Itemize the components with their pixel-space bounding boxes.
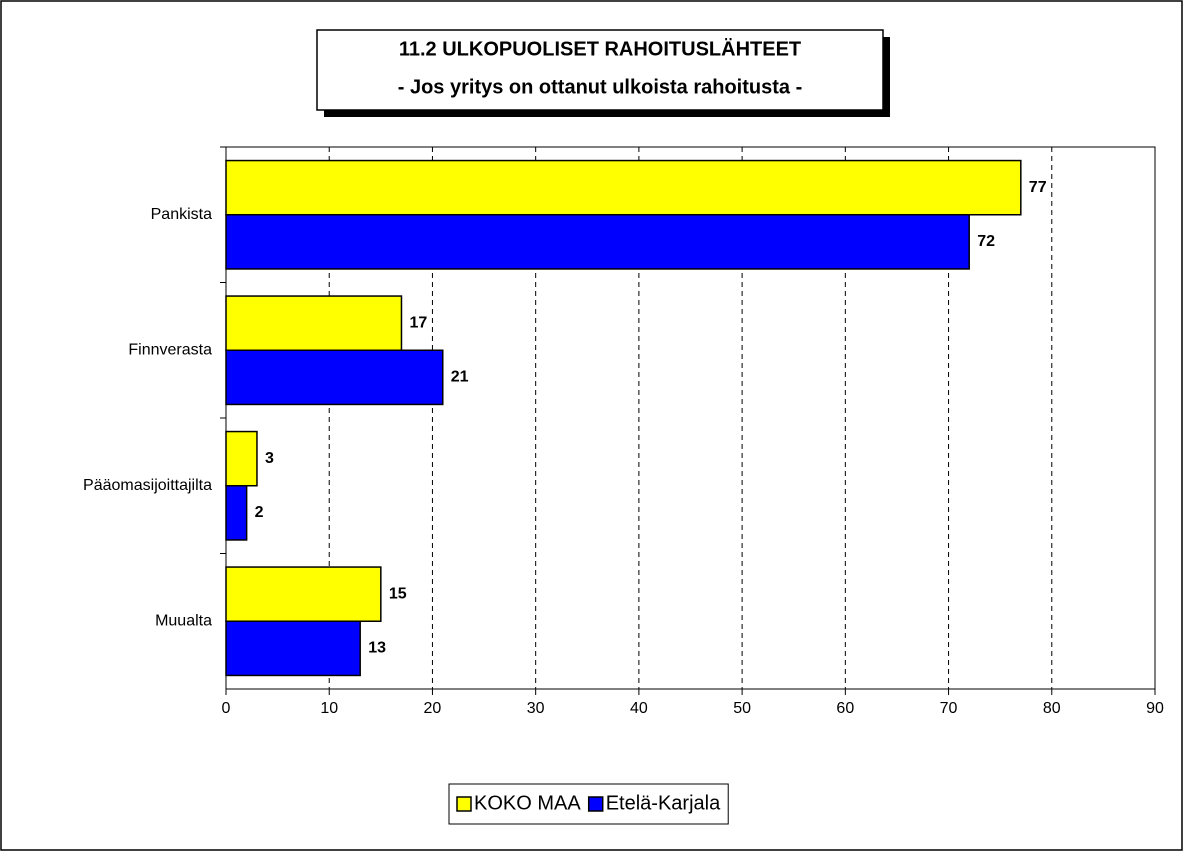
value-label: 77 <box>1029 179 1047 196</box>
bar <box>225 159 1022 216</box>
value-label: 13 <box>368 640 386 657</box>
bar <box>225 295 403 351</box>
x-tick-label: 40 <box>630 700 648 717</box>
x-tick-label: 30 <box>527 700 545 717</box>
y-tick-label: Muualta <box>155 612 212 629</box>
chart-subtitle: - Jos yritys on ottanut ulkoista rahoitu… <box>398 76 803 98</box>
x-tick-label: 60 <box>836 700 854 717</box>
x-tick-label: 70 <box>940 700 958 717</box>
value-label: 21 <box>451 369 469 386</box>
value-label: 2 <box>255 504 264 521</box>
bar <box>225 430 258 487</box>
y-tick-label: Pankista <box>151 206 212 223</box>
value-label: 3 <box>265 450 274 467</box>
legend-swatch <box>456 796 472 812</box>
title-box <box>316 29 884 111</box>
y-tick-label: Pääomasijoittajilta <box>83 477 212 494</box>
value-label: 72 <box>977 233 995 250</box>
legend-swatch <box>587 796 604 812</box>
legend-label: KOKO MAA <box>474 792 581 814</box>
x-tick-label: 80 <box>1043 700 1061 717</box>
y-tick-label: Finnverasta <box>128 341 212 358</box>
value-label: 15 <box>389 585 407 602</box>
x-tick-label: 50 <box>733 700 751 717</box>
x-tick-label: 0 <box>222 700 231 717</box>
x-tick-label: 20 <box>424 700 442 717</box>
x-tick-label: 90 <box>1146 700 1164 717</box>
bar <box>225 485 248 541</box>
bar <box>225 349 444 406</box>
legend-label: Etelä-Karjala <box>606 792 721 814</box>
bar <box>225 214 970 270</box>
value-label: 17 <box>409 314 427 331</box>
bar <box>225 566 382 622</box>
x-tick-label: 10 <box>320 700 338 717</box>
chart-title: 11.2 ULKOPUOLISET RAHOITUSLÄHTEET <box>399 37 801 60</box>
bar <box>225 620 361 677</box>
